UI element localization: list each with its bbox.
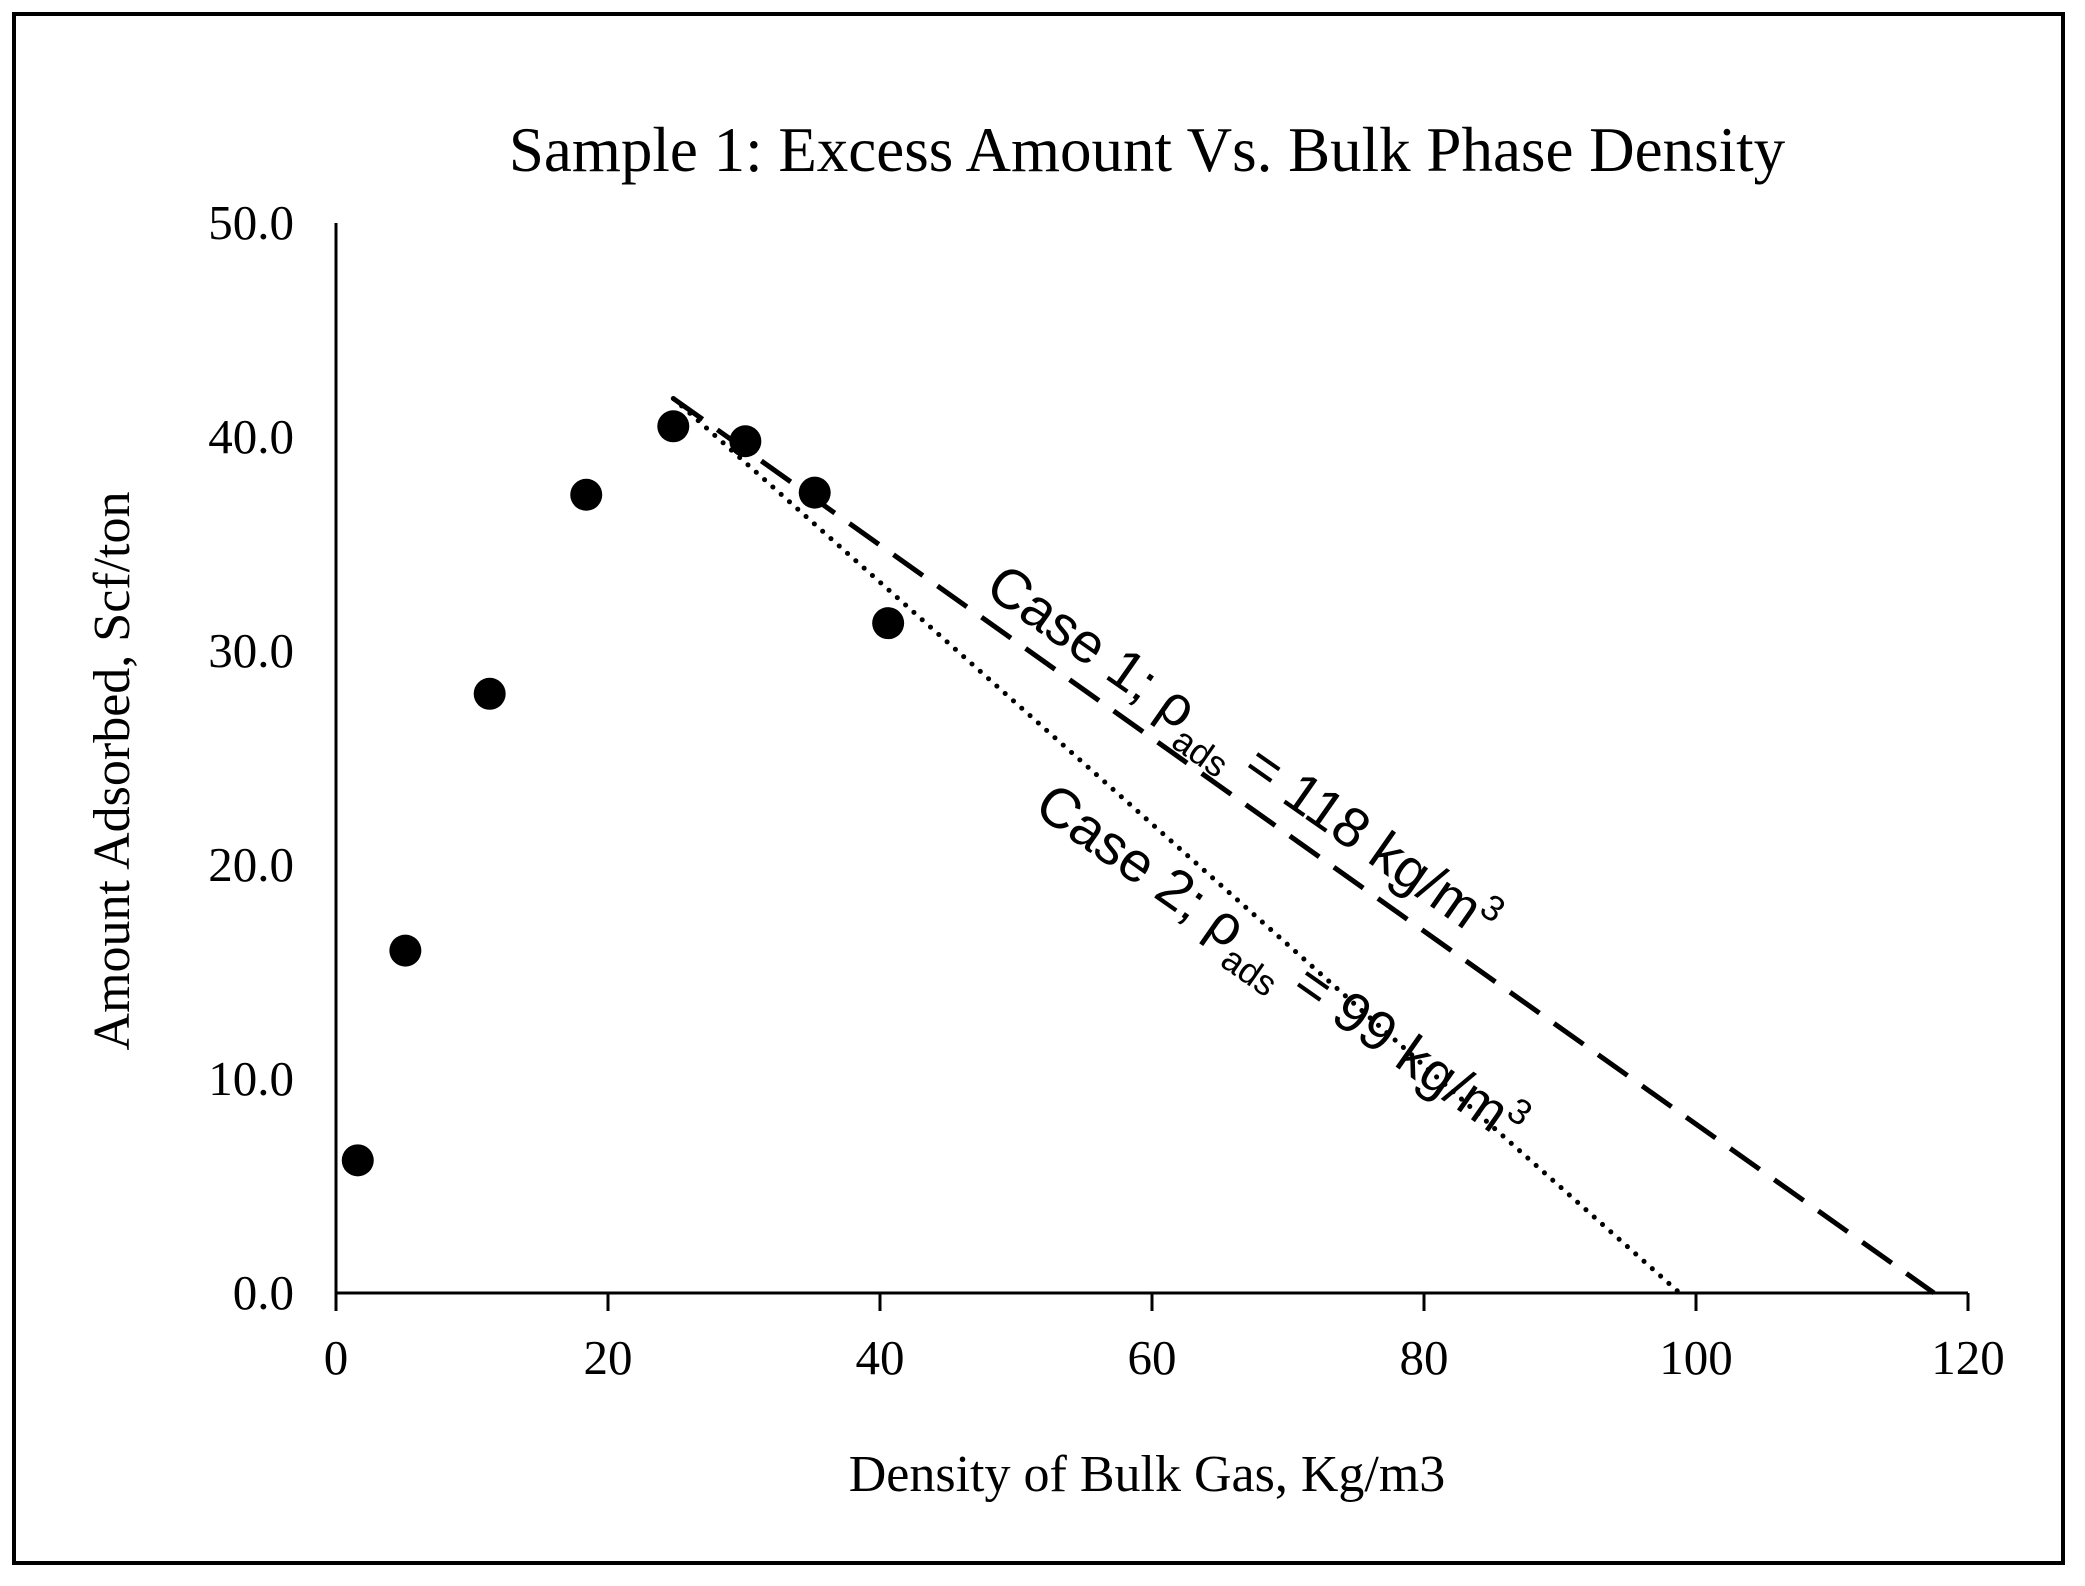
chart-frame: Sample 1: Excess Amount Vs. Bulk Phase D… bbox=[12, 12, 2065, 1565]
series-line-2 bbox=[670, 395, 1683, 1296]
data-point bbox=[341, 1144, 374, 1177]
case1-value: = 118 kg/m bbox=[1221, 722, 1495, 940]
y-tick-label: 50.0 bbox=[208, 195, 294, 250]
x-tick-label: 120 bbox=[1931, 1330, 2005, 1385]
chart-title: Sample 1: Excess Amount Vs. Bulk Phase D… bbox=[509, 115, 1786, 185]
y-tick-label: 0.0 bbox=[233, 1265, 294, 1320]
data-point bbox=[657, 410, 690, 443]
y-tick-label: 30.0 bbox=[208, 623, 294, 678]
data-point bbox=[570, 478, 603, 511]
data-point bbox=[729, 425, 762, 458]
data-point bbox=[389, 934, 422, 967]
x-tick-label: 60 bbox=[1128, 1330, 1177, 1385]
data-point bbox=[473, 677, 506, 710]
y-axis-label: Amount Adsorbed, Scf/ton bbox=[84, 492, 141, 1051]
x-tick-label: 100 bbox=[1659, 1330, 1733, 1385]
y-tick-label: 40.0 bbox=[208, 409, 294, 464]
data-point bbox=[872, 607, 905, 640]
x-tick-label: 80 bbox=[1400, 1330, 1449, 1385]
case2-annotation: Case 2; ρads = 99 kg/m3 bbox=[1017, 767, 1540, 1167]
chart-svg: Sample 1: Excess Amount Vs. Bulk Phase D… bbox=[84, 115, 2005, 1503]
x-tick-label: 0 bbox=[324, 1330, 349, 1385]
series-line-1 bbox=[671, 396, 1936, 1296]
case2-label: Case 2; bbox=[1025, 770, 1232, 941]
plot-layer: 0 20 40 60 80 100 120 0.0 10.0 20.0 30.0 40.0 50.0 bbox=[208, 195, 2005, 1385]
x-axis-label: Density of Bulk Gas, Kg/m3 bbox=[849, 1446, 1446, 1503]
y-tick-label: 20.0 bbox=[208, 837, 294, 892]
x-tick-label: 20 bbox=[584, 1330, 633, 1385]
data-point bbox=[798, 476, 831, 509]
x-tick-label: 40 bbox=[856, 1330, 905, 1385]
y-tick-label: 10.0 bbox=[208, 1051, 294, 1106]
